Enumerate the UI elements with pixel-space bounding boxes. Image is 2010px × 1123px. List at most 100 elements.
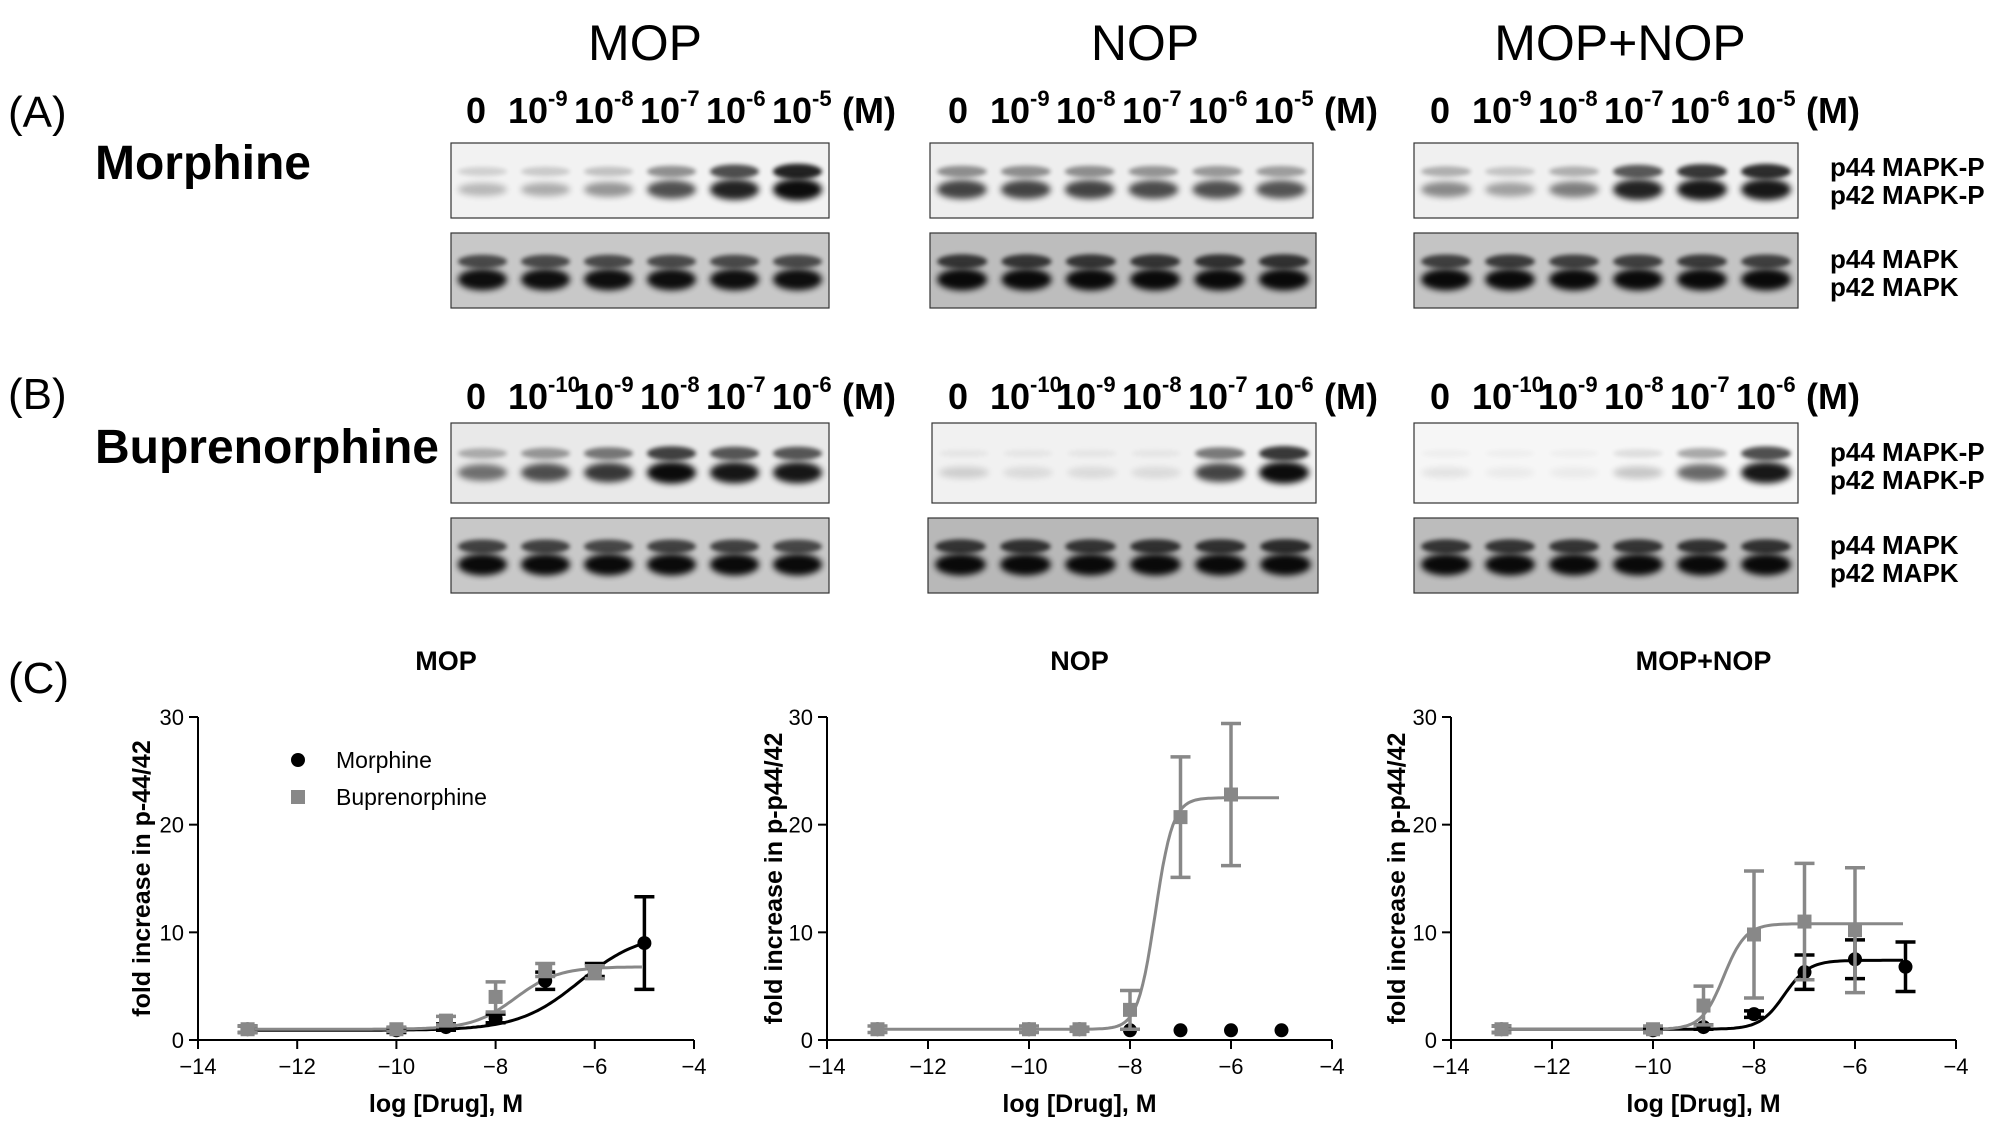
conc-label: 0 — [948, 376, 969, 417]
x-axis-label: log [Drug], M — [369, 1090, 523, 1118]
panel-label-c: (C) — [8, 654, 70, 703]
conc-label: 0 — [466, 376, 487, 417]
y-tick-label: 0 — [1425, 1028, 1437, 1053]
conc-label: 10-8 — [640, 372, 700, 417]
conc-row-buprenorphine-nop: 0 10-10 10-9 10-8 10-7 10-6 (M) — [948, 372, 1378, 418]
conc-label: 10-9 — [508, 86, 568, 131]
conc-label: 10-10 — [990, 372, 1062, 417]
legend-label: Buprenorphine — [336, 784, 487, 810]
blot-strip — [929, 142, 1314, 219]
x-tick-label: −14 — [1432, 1054, 1469, 1079]
conc-label: 0 — [1430, 90, 1451, 131]
conc-label: 10-8 — [1604, 372, 1664, 417]
x-tick-label: −6 — [1218, 1054, 1243, 1079]
conc-unit: (M) — [842, 376, 896, 417]
band-label-p42-p-row-b: p42 MAPK-P — [1830, 465, 1985, 495]
legend-marker-buprenorphine — [291, 790, 305, 804]
y-tick-label: 30 — [160, 705, 184, 730]
conc-row-morphine-mop-nop: 0 10-9 10-8 10-7 10-6 10-5 (M) — [1430, 86, 1860, 132]
y-tick-label: 20 — [789, 813, 813, 838]
blot-strip — [929, 232, 1317, 309]
conc-label: 10-9 — [990, 86, 1050, 131]
data-point-buprenorphine — [1646, 1022, 1660, 1037]
chart-title: MOP+NOP — [1636, 646, 1772, 676]
conc-unit: (M) — [1324, 90, 1378, 131]
blot-strip — [450, 232, 830, 309]
y-axis-label: fold increase in p-44/42 — [128, 740, 156, 1017]
conc-label: 10-7 — [706, 372, 766, 417]
x-axis-label: log [Drug], M — [1002, 1090, 1156, 1118]
column-title-mop-nop: MOP+NOP — [1494, 15, 1746, 71]
conc-label: 10-6 — [706, 86, 766, 131]
data-point-morphine — [1898, 959, 1913, 974]
blot-strip — [1413, 422, 1799, 504]
conc-unit: (M) — [842, 90, 896, 131]
western-blot-figures — [450, 142, 1799, 594]
conc-row-morphine-nop: 0 10-9 10-8 10-7 10-6 10-5 (M) — [948, 86, 1378, 132]
conc-label: 10-9 — [1056, 372, 1116, 417]
band-label-p42-p-row-a: p42 MAPK-P — [1830, 180, 1985, 210]
chart-title: NOP — [1050, 646, 1109, 676]
column-title-mop: MOP — [588, 15, 702, 71]
panel-label-a: (A) — [8, 88, 67, 137]
data-point-buprenorphine — [439, 1013, 453, 1028]
data-point-buprenorphine — [1797, 914, 1812, 929]
band-label-p42-row-b: p42 MAPK — [1830, 558, 1959, 588]
conc-label: 10-9 — [574, 372, 634, 417]
chart-1: NOP 0 10 20 30 −14 −12 −10 −8 −6 −4 log [Drug], M fo… — [760, 646, 1345, 1118]
y-tick-label: 20 — [160, 813, 184, 838]
conc-row-buprenorphine-mop-nop: 0 10-10 10-9 10-8 10-7 10-6 (M) — [1430, 372, 1860, 418]
conc-label: 10-6 — [772, 372, 832, 417]
data-point-buprenorphine — [240, 1022, 255, 1037]
y-tick-label: 10 — [160, 920, 184, 945]
x-tick-label: −12 — [1533, 1054, 1570, 1079]
x-tick-label: −6 — [582, 1054, 607, 1079]
conc-label: 10-6 — [1188, 86, 1248, 131]
conc-row-buprenorphine-mop: 0 10-10 10-9 10-8 10-7 10-6 (M) — [466, 372, 896, 418]
x-tick-label: −14 — [179, 1054, 216, 1079]
data-point-buprenorphine — [1224, 787, 1238, 802]
data-point-buprenorphine — [870, 1022, 885, 1037]
chart-2: MOP+NOP 0 10 20 30 −14 −12 −10 −8 −6 −4 log [Drug],… — [1383, 646, 1969, 1118]
blot-strip — [927, 517, 1319, 594]
legend-label: Morphine — [336, 747, 432, 773]
x-tick-label: −10 — [378, 1054, 415, 1079]
blot-strip — [450, 422, 830, 504]
x-tick-label: −10 — [1634, 1054, 1671, 1079]
conc-label: 10-7 — [1604, 86, 1664, 131]
data-point-buprenorphine — [1848, 923, 1862, 938]
x-tick-label: −4 — [1943, 1054, 1968, 1079]
conc-label: 10-7 — [1188, 372, 1248, 417]
conc-label: 10-8 — [1538, 86, 1598, 131]
x-tick-label: −6 — [1842, 1054, 1867, 1079]
data-point-buprenorphine — [1022, 1022, 1036, 1037]
data-point-buprenorphine — [488, 989, 503, 1004]
data-point-morphine — [1274, 1023, 1289, 1038]
band-label-p42-row-a: p42 MAPK — [1830, 272, 1959, 302]
conc-label: 10-5 — [1736, 86, 1796, 131]
data-point-morphine — [488, 1011, 503, 1026]
y-tick-label: 10 — [789, 920, 813, 945]
x-tick-label: −12 — [909, 1054, 946, 1079]
x-tick-label: −4 — [681, 1054, 706, 1079]
blot-strip — [931, 422, 1317, 504]
conc-label: 10-6 — [1254, 372, 1314, 417]
x-axis-label: log [Drug], M — [1626, 1090, 1780, 1118]
conc-label: 0 — [1430, 376, 1451, 417]
conc-label: 10-7 — [640, 86, 700, 131]
x-tick-label: −8 — [1117, 1054, 1142, 1079]
blot-strip — [450, 142, 830, 219]
x-tick-label: −14 — [808, 1054, 845, 1079]
band-label-p44-p-row-b: p44 MAPK-P — [1830, 437, 1985, 467]
y-tick-label: 0 — [172, 1028, 184, 1053]
conc-unit: (M) — [1806, 90, 1860, 131]
x-tick-label: −4 — [1319, 1054, 1344, 1079]
chart-0: MOP 0 10 20 30 −14 −12 −10 −8 −6 −4 log [Drug], M fo… — [128, 646, 707, 1118]
conc-label: 10-8 — [574, 86, 634, 131]
conc-label: 10-5 — [1254, 86, 1314, 131]
conc-label: 10-6 — [1670, 86, 1730, 131]
x-tick-label: −8 — [1741, 1054, 1766, 1079]
fit-curve — [877, 796, 1279, 1031]
column-title-nop: NOP — [1090, 15, 1200, 71]
dose-response-charts: MOP 0 10 20 30 −14 −12 −10 −8 −6 −4 log [Drug], M fo… — [128, 646, 1969, 1118]
